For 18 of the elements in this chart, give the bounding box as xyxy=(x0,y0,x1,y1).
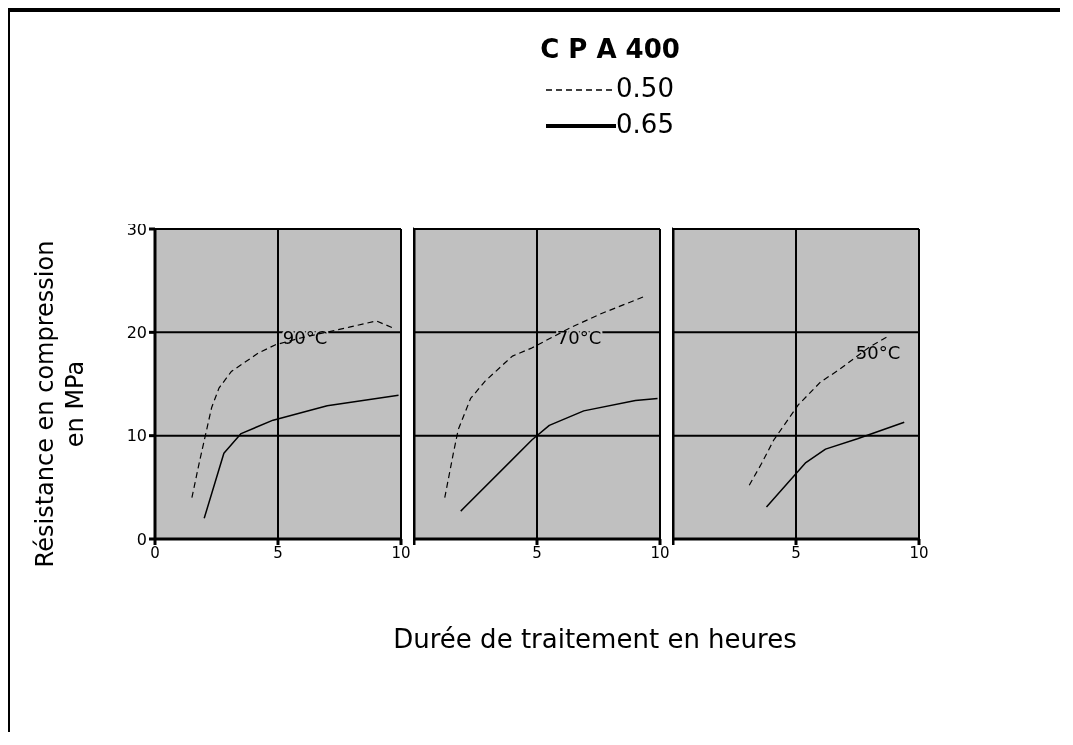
x-tick-label: 10 xyxy=(909,543,929,562)
legend-label: 0.65 xyxy=(616,109,674,139)
y-axis-title: Résistance en compression en MPa xyxy=(30,239,90,570)
annotation: 70°C xyxy=(556,327,602,348)
x-tick-label: 5 xyxy=(273,543,283,562)
y-tick-label: 0 xyxy=(136,529,147,549)
x-tick-label: 10 xyxy=(650,543,670,562)
legend-label: 0.50 xyxy=(616,73,674,103)
y-tick-label: 20 xyxy=(126,323,147,343)
x-tick-label: 5 xyxy=(532,543,542,562)
x-tick-label: 5 xyxy=(791,543,801,562)
x-tick-label: 0 xyxy=(150,543,160,562)
x-axis-title: Durée de traitement en heures xyxy=(392,624,798,654)
legend-title: C P A 400 xyxy=(539,34,681,64)
annotation: 90°C xyxy=(282,327,328,348)
x-tick-label: 10 xyxy=(391,543,411,562)
y-tick-label: 10 xyxy=(126,426,147,446)
annotation: 50°C xyxy=(855,342,901,363)
